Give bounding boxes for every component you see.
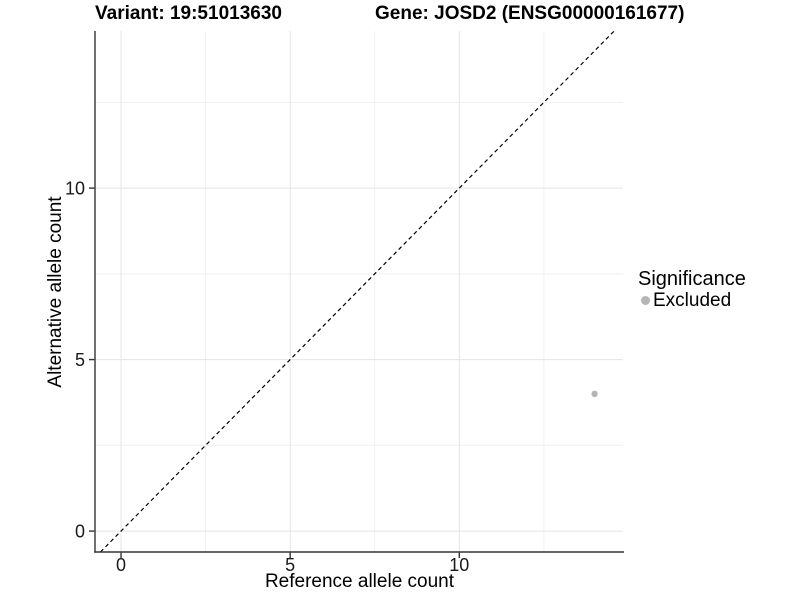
- legend-item-label: Excluded: [653, 290, 732, 311]
- x-tick-label: 0: [116, 555, 126, 575]
- y-tick-label: 0: [75, 522, 85, 542]
- y-axis-title: Alternative allele count: [45, 196, 66, 388]
- gene-title: Gene: JOSD2 (ENSG00000161677): [375, 3, 685, 24]
- y-tick-label: 10: [65, 179, 85, 199]
- y-tick-label: 5: [75, 350, 85, 370]
- legend: Significance Excluded: [637, 268, 746, 311]
- variant-title: Variant: 19:51013630: [95, 3, 282, 24]
- legend-title: Significance: [638, 268, 746, 290]
- legend-key-dot: [641, 296, 650, 305]
- x-tick-label: 10: [449, 555, 469, 575]
- x-tick-label: 5: [285, 555, 295, 575]
- x-axis-title: Reference allele count: [264, 571, 455, 592]
- legend-item-excluded: Excluded: [637, 291, 746, 310]
- identity-line: [99, 30, 615, 553]
- data-point: [591, 390, 598, 398]
